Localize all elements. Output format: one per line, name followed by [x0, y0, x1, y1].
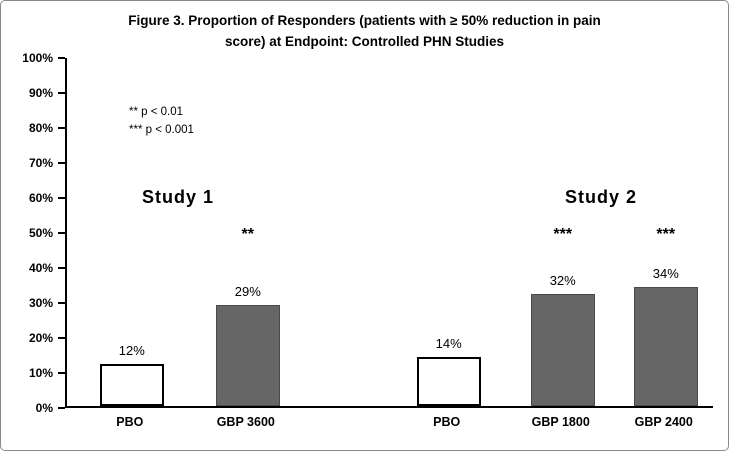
- study-2-label: Study 2: [564, 187, 637, 207]
- bar-value-label: 34%: [652, 266, 679, 281]
- bar-value-label: 12%: [118, 343, 145, 358]
- y-tick-mark: [58, 162, 65, 164]
- x-tick-label: GBP 2400: [634, 415, 693, 429]
- bar-gbp-3600-1: [215, 304, 280, 406]
- study-1-label: Study 1: [141, 187, 214, 207]
- y-tick-mark: [58, 267, 65, 269]
- y-tick-label: 100%: [22, 51, 53, 65]
- significance-marker: ***: [656, 226, 676, 243]
- bar-gbp-1800-3: [530, 294, 595, 406]
- y-tick-label: 30%: [28, 296, 53, 310]
- y-tick-label: 50%: [28, 226, 53, 240]
- x-tick-label: PBO: [116, 415, 144, 429]
- y-tick-label: 40%: [28, 261, 53, 275]
- bar-pbo-2: [416, 357, 481, 406]
- bar-value-label: 29%: [234, 283, 261, 299]
- y-tick-label: 0%: [35, 401, 53, 415]
- bar-value-label: 14%: [435, 336, 462, 351]
- y-tick-mark: [58, 197, 65, 199]
- x-tick-label: GBP 1800: [531, 415, 590, 429]
- y-tick-mark: [58, 92, 65, 94]
- significance-marker: **: [241, 226, 254, 243]
- significance-legend-p001: *** p < 0.001: [129, 123, 194, 136]
- bar-value-label: 32%: [549, 273, 576, 288]
- y-tick-label: 70%: [28, 156, 53, 170]
- significance-legend: ** p < 0.01 *** p < 0.001: [129, 104, 194, 140]
- y-tick-label: 80%: [28, 121, 53, 135]
- y-tick-mark: [58, 57, 65, 59]
- plot-area: 12% 29% ** 14% 32% *** 34% ***: [58, 57, 713, 409]
- bar-gbp-2400-4: [633, 287, 698, 406]
- y-tick-mark: [58, 372, 65, 374]
- significance-legend-p01: ** p < 0.01: [129, 106, 184, 118]
- chart-title: Figure 3. Proportion of Responders (pati…: [128, 13, 601, 49]
- x-tick-label: PBO: [433, 415, 461, 429]
- bar-pbo-0: [99, 364, 164, 406]
- y-tick-mark: [58, 407, 65, 409]
- y-tick-label: 10%: [28, 366, 53, 380]
- y-tick-mark: [58, 302, 65, 304]
- x-axis: PBO GBP 3600 PBO GBP 1800 GBP 2400: [65, 413, 713, 435]
- significance-marker: ***: [553, 226, 573, 243]
- y-tick-mark: [58, 127, 65, 129]
- y-tick-mark: [58, 232, 65, 234]
- y-tick-label: 20%: [28, 331, 53, 345]
- y-tick-label: 60%: [28, 191, 53, 205]
- y-tick-label: 90%: [28, 86, 53, 100]
- y-axis: 0% 10% 20% 30% 40% 50% 60% 70% 80% 90% 100%: [1, 51, 61, 415]
- y-tick-mark: [58, 337, 65, 339]
- x-tick-label: GBP 3600: [216, 415, 275, 429]
